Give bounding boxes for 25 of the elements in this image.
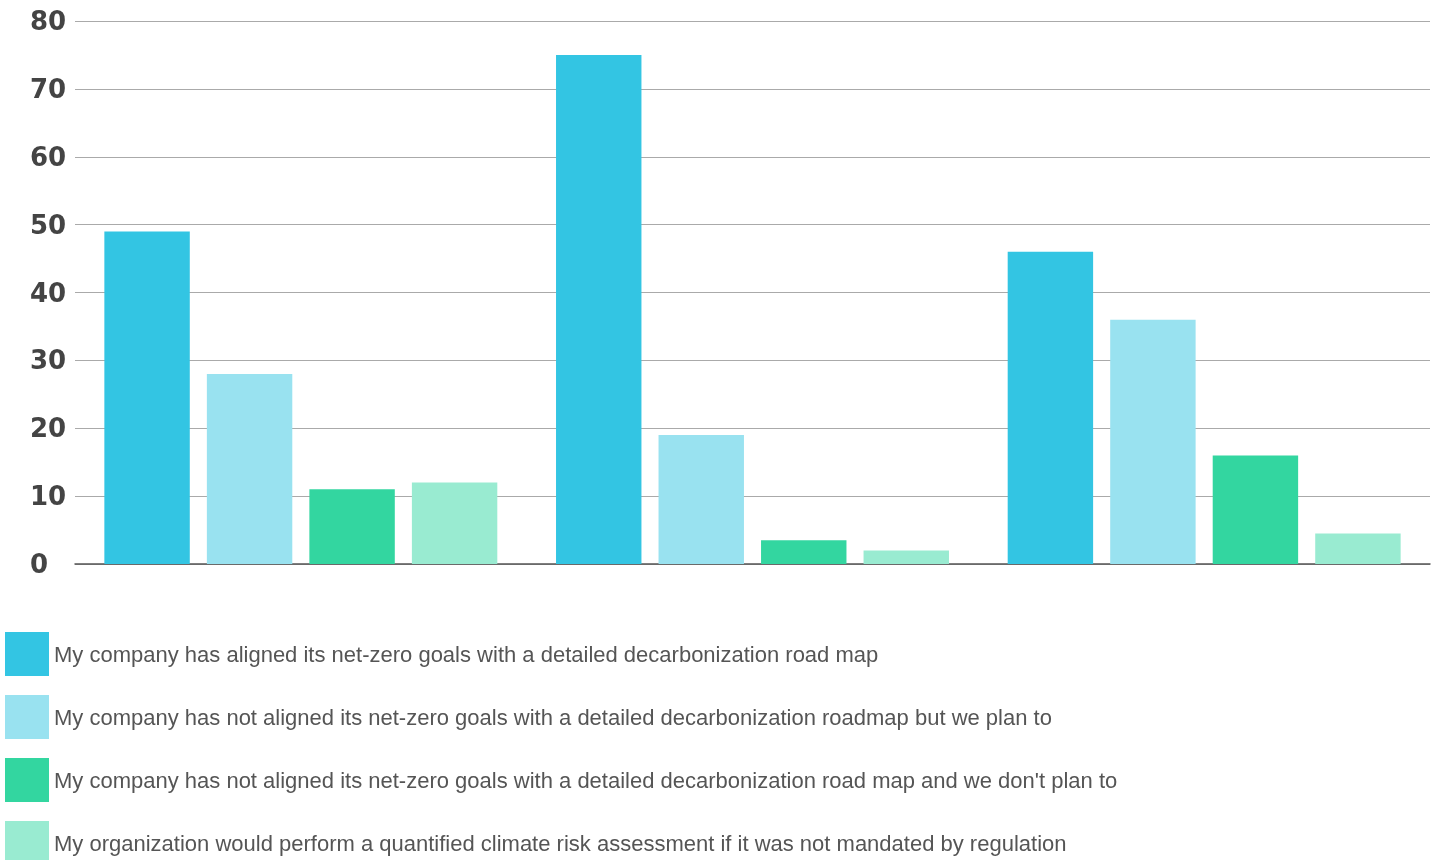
y-tick-label: 40 bbox=[30, 277, 67, 308]
bar bbox=[658, 435, 744, 564]
bar bbox=[761, 540, 847, 564]
y-tick-label: 0 bbox=[30, 549, 49, 579]
y-tick-label: 20 bbox=[30, 413, 67, 444]
y-tick-label: 70 bbox=[30, 73, 67, 104]
y-tick-label: 10 bbox=[30, 481, 67, 512]
bar bbox=[206, 373, 293, 564]
bar bbox=[556, 54, 642, 564]
bar bbox=[1007, 251, 1094, 564]
bar bbox=[1315, 533, 1401, 564]
bar bbox=[863, 550, 949, 564]
bar bbox=[104, 231, 190, 564]
y-tick-label: 30 bbox=[30, 345, 67, 376]
y-tick-label: 50 bbox=[30, 209, 67, 240]
legend-label: My company has aligned its net-zero goals with a detailed decarbonization road map bbox=[54, 641, 879, 667]
legend-label: My company has not aligned its net-zero goals with a detailed decarbonization roadmap but we plan to bbox=[54, 704, 1052, 730]
y-tick-label: 80 bbox=[30, 6, 67, 36]
legend-label: My company has not aligned its net-zero goals with a detailed decarbonization road map and we don't plan to bbox=[54, 767, 1118, 793]
bar bbox=[411, 482, 498, 564]
y-tick-label: 60 bbox=[30, 141, 67, 172]
bar bbox=[1110, 319, 1196, 564]
bar bbox=[1212, 455, 1299, 564]
legend-label: My organization would perform a quantified climate risk assessment if it was not mandated by regulation bbox=[54, 830, 1067, 856]
bar bbox=[309, 489, 395, 564]
